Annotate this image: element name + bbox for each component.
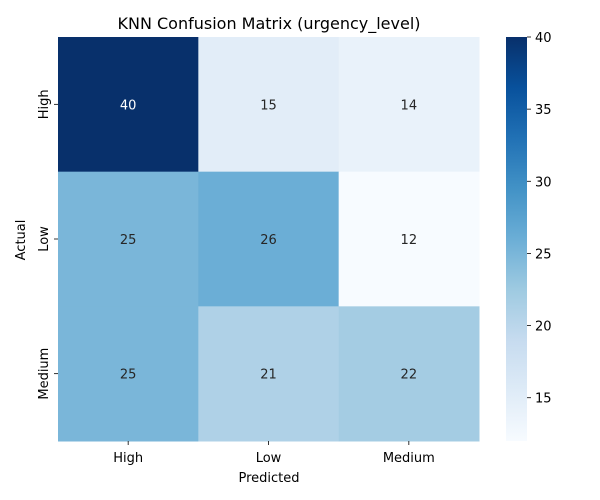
heatmap-cell <box>58 171 199 307</box>
colorbar-tick-label: 40 <box>535 31 552 46</box>
cell-annotation: 12 <box>401 233 418 248</box>
colorbar-tick-label: 20 <box>535 320 552 335</box>
cell-annotation: 40 <box>120 98 137 113</box>
colorbar-ticks: 15 20 25 30 35 40 <box>527 31 552 407</box>
y-axis-ticks: High Low Medium <box>37 89 58 400</box>
x-axis-label: Predicted <box>238 471 299 486</box>
cell-annotation: 15 <box>260 98 277 113</box>
heatmap-cell <box>198 171 340 307</box>
y-axis-label: Actual <box>14 220 29 261</box>
cell-annotation: 25 <box>120 233 137 248</box>
heatmap-annotations: 40 15 14 25 26 12 25 21 22 <box>120 98 417 382</box>
heatmap-cell <box>58 306 199 442</box>
x-tick-label: Medium <box>383 451 435 466</box>
heatmap-cell <box>198 37 340 173</box>
heatmap-cell <box>338 37 480 173</box>
heatmap-cell <box>338 171 480 307</box>
y-tick-label: High <box>37 89 52 119</box>
colorbar-tick-label: 30 <box>535 175 552 190</box>
cell-annotation: 26 <box>260 233 277 248</box>
x-tick-label: Low <box>256 451 282 466</box>
colorbar <box>506 37 527 441</box>
heatmap-cell <box>198 306 340 442</box>
x-axis-ticks: High Low Medium <box>113 441 435 466</box>
colorbar-tick-label: 15 <box>535 392 552 407</box>
colorbar-tick-label: 35 <box>535 103 552 118</box>
heatmap-cell <box>338 306 480 442</box>
x-tick-label: High <box>113 451 143 466</box>
cell-annotation: 22 <box>401 368 418 383</box>
heatmap-cells <box>58 37 480 442</box>
colorbar-tick-label: 25 <box>535 247 552 262</box>
cell-annotation: 14 <box>401 98 418 113</box>
chart-title: KNN Confusion Matrix (urgency_level) <box>117 14 420 34</box>
y-tick-label: Medium <box>37 348 52 400</box>
y-tick-label: Low <box>37 226 52 252</box>
cell-annotation: 25 <box>120 368 137 383</box>
cell-annotation: 21 <box>260 368 277 383</box>
heatmap-cell <box>58 37 199 173</box>
